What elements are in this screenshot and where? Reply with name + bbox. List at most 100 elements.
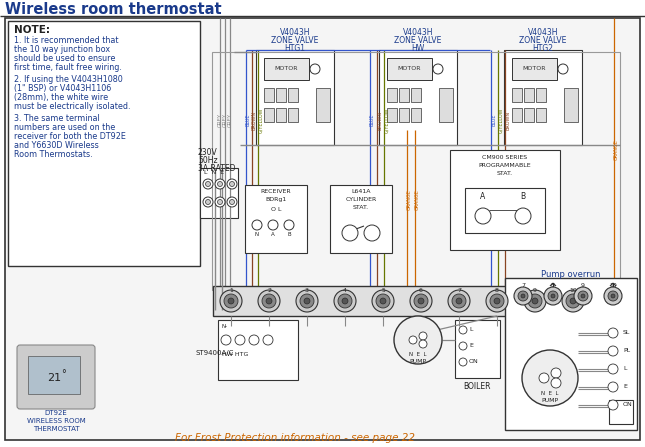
Text: 2. If using the V4043H1080: 2. If using the V4043H1080: [14, 75, 123, 84]
Bar: [200, 168, 238, 218]
Text: HTG1: HTG1: [284, 44, 306, 53]
Text: and Y6630D Wireless: and Y6630D Wireless: [14, 141, 99, 150]
Text: BLUE: BLUE: [370, 114, 375, 126]
Circle shape: [206, 199, 210, 204]
Text: E: E: [469, 343, 473, 348]
Text: 6: 6: [419, 288, 423, 293]
Text: 230V: 230V: [198, 148, 218, 157]
Text: CM900 SERIES: CM900 SERIES: [482, 155, 528, 160]
Circle shape: [608, 328, 618, 338]
Text: ST9400A/C: ST9400A/C: [196, 350, 234, 356]
Circle shape: [410, 290, 432, 312]
Text: 3A RATED: 3A RATED: [198, 164, 235, 173]
Circle shape: [433, 64, 443, 74]
Circle shape: [524, 290, 546, 312]
Circle shape: [235, 335, 245, 345]
Text: GREY: GREY: [217, 113, 223, 127]
Circle shape: [228, 298, 234, 304]
Circle shape: [310, 64, 320, 74]
Bar: [524, 108, 534, 122]
Text: A: A: [271, 232, 275, 237]
Bar: [8, 21, 200, 266]
Text: RECEIVER: RECEIVER: [261, 189, 292, 194]
Circle shape: [475, 208, 491, 224]
Text: BROWN: BROWN: [377, 110, 382, 130]
Text: V4043H: V4043H: [402, 28, 433, 37]
Text: Room Thermostats.: Room Thermostats.: [14, 150, 93, 159]
Circle shape: [258, 290, 280, 312]
Circle shape: [522, 350, 578, 406]
Text: 7: 7: [521, 283, 525, 288]
Bar: [316, 88, 330, 122]
Circle shape: [604, 287, 622, 305]
Circle shape: [409, 336, 417, 344]
Circle shape: [494, 298, 500, 304]
Circle shape: [268, 220, 278, 230]
Text: BLUE: BLUE: [246, 114, 251, 126]
Circle shape: [486, 290, 508, 312]
Text: SL: SL: [623, 330, 630, 335]
Text: 1. It is recommended that: 1. It is recommended that: [14, 36, 119, 45]
Circle shape: [334, 290, 356, 312]
Text: ZONE VALVE: ZONE VALVE: [519, 36, 567, 45]
Circle shape: [249, 335, 259, 345]
Circle shape: [532, 298, 538, 304]
Circle shape: [608, 346, 618, 356]
Text: DT92E: DT92E: [45, 410, 67, 416]
Circle shape: [419, 332, 427, 340]
Text: HTG2: HTG2: [533, 44, 553, 53]
Bar: [276, 108, 286, 122]
Text: ON: ON: [623, 402, 633, 407]
Text: B: B: [287, 232, 291, 237]
Bar: [536, 88, 546, 102]
Text: 9: 9: [581, 283, 585, 288]
Circle shape: [284, 220, 294, 230]
Circle shape: [452, 294, 466, 308]
Text: N: N: [255, 232, 259, 237]
Text: Wireless room thermostat: Wireless room thermostat: [5, 2, 222, 17]
Circle shape: [548, 291, 558, 301]
Circle shape: [456, 298, 462, 304]
Circle shape: [203, 197, 213, 207]
Bar: [212, 52, 620, 290]
Text: 3. The same terminal: 3. The same terminal: [14, 114, 100, 123]
Bar: [450, 150, 560, 250]
Circle shape: [566, 294, 580, 308]
Bar: [264, 58, 309, 80]
Text: 5: 5: [381, 288, 385, 293]
Text: THERMOSTAT: THERMOSTAT: [33, 426, 79, 432]
Bar: [505, 278, 637, 430]
Circle shape: [230, 199, 235, 204]
Circle shape: [570, 298, 576, 304]
Text: For Frost Protection information - see page 22: For Frost Protection information - see p…: [175, 433, 415, 443]
Text: MOTOR: MOTOR: [274, 66, 298, 71]
Text: GREY: GREY: [228, 113, 232, 127]
Text: PL: PL: [623, 348, 630, 353]
Text: L  N  E: L N E: [204, 170, 224, 175]
Circle shape: [574, 287, 592, 305]
Circle shape: [227, 197, 237, 207]
Text: WIRELESS ROOM: WIRELESS ROOM: [26, 418, 85, 424]
Bar: [524, 88, 534, 102]
Bar: [512, 88, 522, 102]
Text: 21: 21: [47, 373, 61, 383]
Bar: [387, 88, 397, 102]
Text: B: B: [521, 192, 526, 201]
Circle shape: [380, 298, 386, 304]
Bar: [399, 88, 409, 102]
Text: N-: N-: [222, 324, 228, 329]
Text: G/YELLOW: G/YELLOW: [258, 107, 263, 133]
Circle shape: [220, 290, 242, 312]
Text: MOTOR: MOTOR: [522, 66, 546, 71]
Text: BLUE: BLUE: [491, 114, 496, 126]
Bar: [455, 320, 500, 378]
Circle shape: [372, 290, 394, 312]
Circle shape: [217, 199, 223, 204]
Text: (1" BSP) or V4043H1106: (1" BSP) or V4043H1106: [14, 84, 111, 93]
Text: 2: 2: [267, 288, 271, 293]
Text: must be electrically isolated.: must be electrically isolated.: [14, 102, 130, 111]
Text: N  E  L: N E L: [541, 391, 559, 396]
Text: Pump overrun: Pump overrun: [541, 270, 600, 279]
Text: G/YELLOW: G/YELLOW: [384, 107, 389, 133]
Bar: [245, 185, 307, 253]
